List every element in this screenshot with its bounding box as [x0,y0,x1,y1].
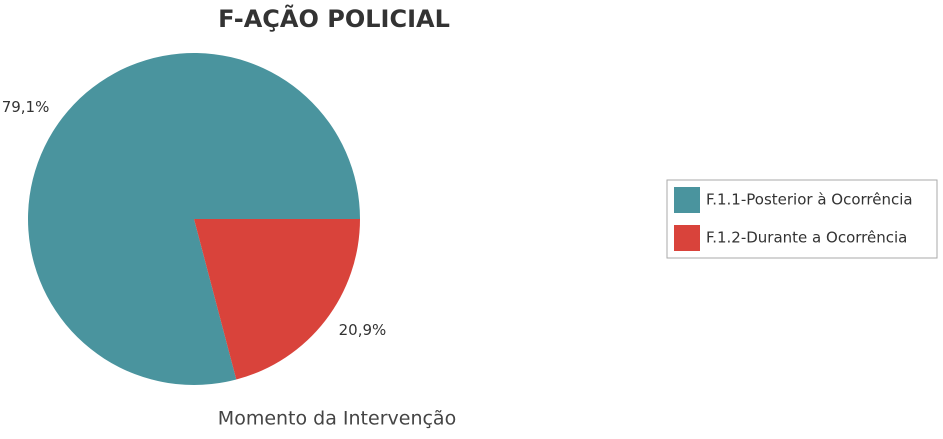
legend-label: F.1.1-Posterior à Ocorrência [706,191,913,209]
legend-swatch [674,225,700,251]
legend-box [666,179,938,259]
data-label: 20,9% [339,321,387,339]
chart-title: F-AÇÃO POLICIAL [218,4,450,33]
legend-swatch [674,187,700,213]
legend-label: F.1.2-Durante a Ocorrência [706,229,907,247]
subtitle: Momento da Intervenção [218,408,456,430]
pie-slice [28,52,361,386]
pie-slice [194,219,360,380]
data-label: 79,1% [2,98,50,116]
